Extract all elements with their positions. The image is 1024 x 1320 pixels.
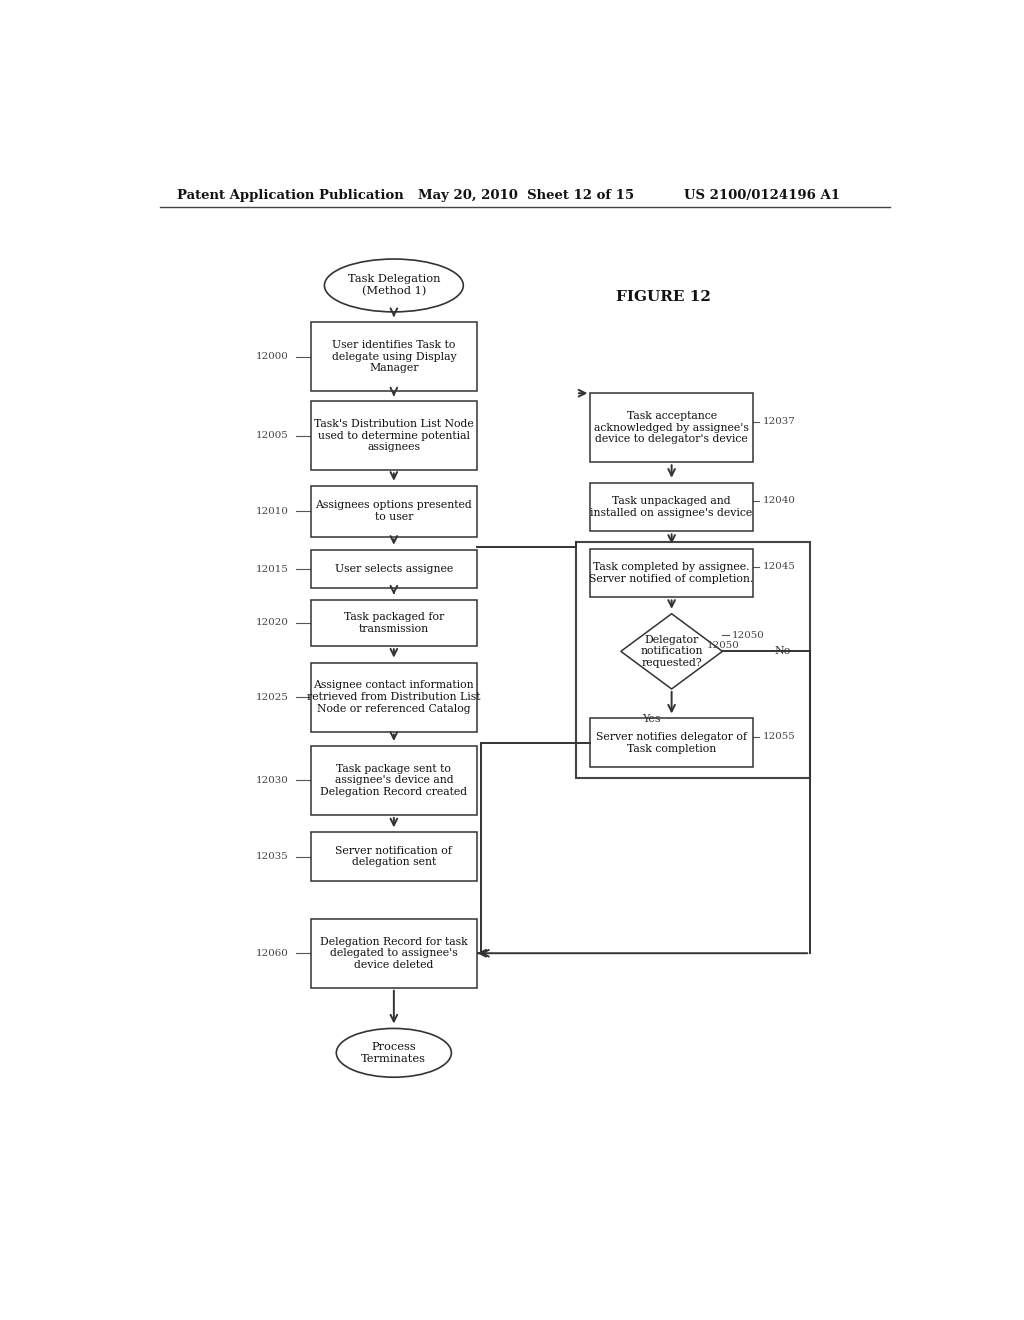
- Text: 12025: 12025: [255, 693, 289, 702]
- FancyBboxPatch shape: [310, 486, 477, 536]
- Text: User identifies Task to
delegate using Display
Manager: User identifies Task to delegate using D…: [332, 341, 456, 374]
- Text: Task Delegation
(Method 1): Task Delegation (Method 1): [347, 275, 440, 297]
- Text: Task unpackaged and
installed on assignee's device: Task unpackaged and installed on assigne…: [591, 496, 753, 517]
- Text: No: No: [774, 647, 791, 656]
- Ellipse shape: [325, 259, 463, 312]
- Text: Task's Distribution List Node
used to determine potential
assignees: Task's Distribution List Node used to de…: [314, 420, 474, 453]
- Text: 12045: 12045: [763, 562, 796, 572]
- Text: 12005: 12005: [256, 432, 289, 441]
- Text: 12020: 12020: [255, 618, 289, 627]
- Text: Patent Application Publication: Patent Application Publication: [177, 189, 403, 202]
- Text: Delegator
notification
requested?: Delegator notification requested?: [640, 635, 702, 668]
- Text: Yes: Yes: [642, 714, 662, 725]
- Polygon shape: [621, 614, 722, 689]
- FancyBboxPatch shape: [310, 833, 477, 880]
- Text: 12060: 12060: [256, 949, 289, 958]
- FancyBboxPatch shape: [310, 401, 477, 470]
- Text: Delegation Record for task
delegated to assignee's
device deleted: Delegation Record for task delegated to …: [319, 937, 468, 970]
- Text: Process
Terminates: Process Terminates: [361, 1041, 426, 1064]
- Text: 12010: 12010: [255, 507, 289, 516]
- FancyBboxPatch shape: [310, 746, 477, 814]
- FancyBboxPatch shape: [310, 663, 477, 731]
- FancyBboxPatch shape: [590, 393, 753, 462]
- Text: 12037: 12037: [763, 417, 796, 426]
- Text: FIGURE 12: FIGURE 12: [616, 289, 711, 304]
- Text: 12000: 12000: [256, 352, 289, 362]
- Text: User selects assignee: User selects assignee: [335, 564, 453, 574]
- Text: Task package sent to
assignee's device and
Delegation Record created: Task package sent to assignee's device a…: [321, 764, 467, 797]
- FancyBboxPatch shape: [590, 718, 753, 767]
- FancyBboxPatch shape: [310, 322, 477, 391]
- Text: Server notification of
delegation sent: Server notification of delegation sent: [336, 846, 453, 867]
- Text: Assignee contact information
retrieved from Distribution List
Node or referenced: Assignee contact information retrieved f…: [307, 681, 480, 714]
- Text: Task completed by assignee.
Server notified of completion.: Task completed by assignee. Server notif…: [590, 562, 754, 583]
- FancyBboxPatch shape: [590, 549, 753, 598]
- Text: 12030: 12030: [256, 776, 289, 785]
- Text: Task acceptance
acknowledged by assignee's
device to delegator's device: Task acceptance acknowledged by assignee…: [594, 411, 749, 445]
- FancyBboxPatch shape: [310, 549, 477, 589]
- Text: 12015: 12015: [255, 565, 289, 573]
- FancyBboxPatch shape: [310, 919, 477, 987]
- FancyBboxPatch shape: [590, 483, 753, 532]
- Text: 12040: 12040: [763, 496, 796, 506]
- Text: 12035: 12035: [256, 853, 289, 861]
- Text: Assignees options presented
to user: Assignees options presented to user: [315, 500, 472, 521]
- FancyBboxPatch shape: [310, 599, 477, 647]
- Text: Server notifies delegator of
Task completion: Server notifies delegator of Task comple…: [596, 733, 748, 754]
- Text: May 20, 2010  Sheet 12 of 15: May 20, 2010 Sheet 12 of 15: [418, 189, 634, 202]
- Ellipse shape: [336, 1028, 452, 1077]
- Text: Task packaged for
transmission: Task packaged for transmission: [344, 612, 444, 634]
- Text: 12050: 12050: [732, 631, 765, 640]
- Text: US 2100/0124196 A1: US 2100/0124196 A1: [684, 189, 840, 202]
- Text: 12050: 12050: [707, 640, 739, 649]
- Text: 12055: 12055: [763, 733, 796, 742]
